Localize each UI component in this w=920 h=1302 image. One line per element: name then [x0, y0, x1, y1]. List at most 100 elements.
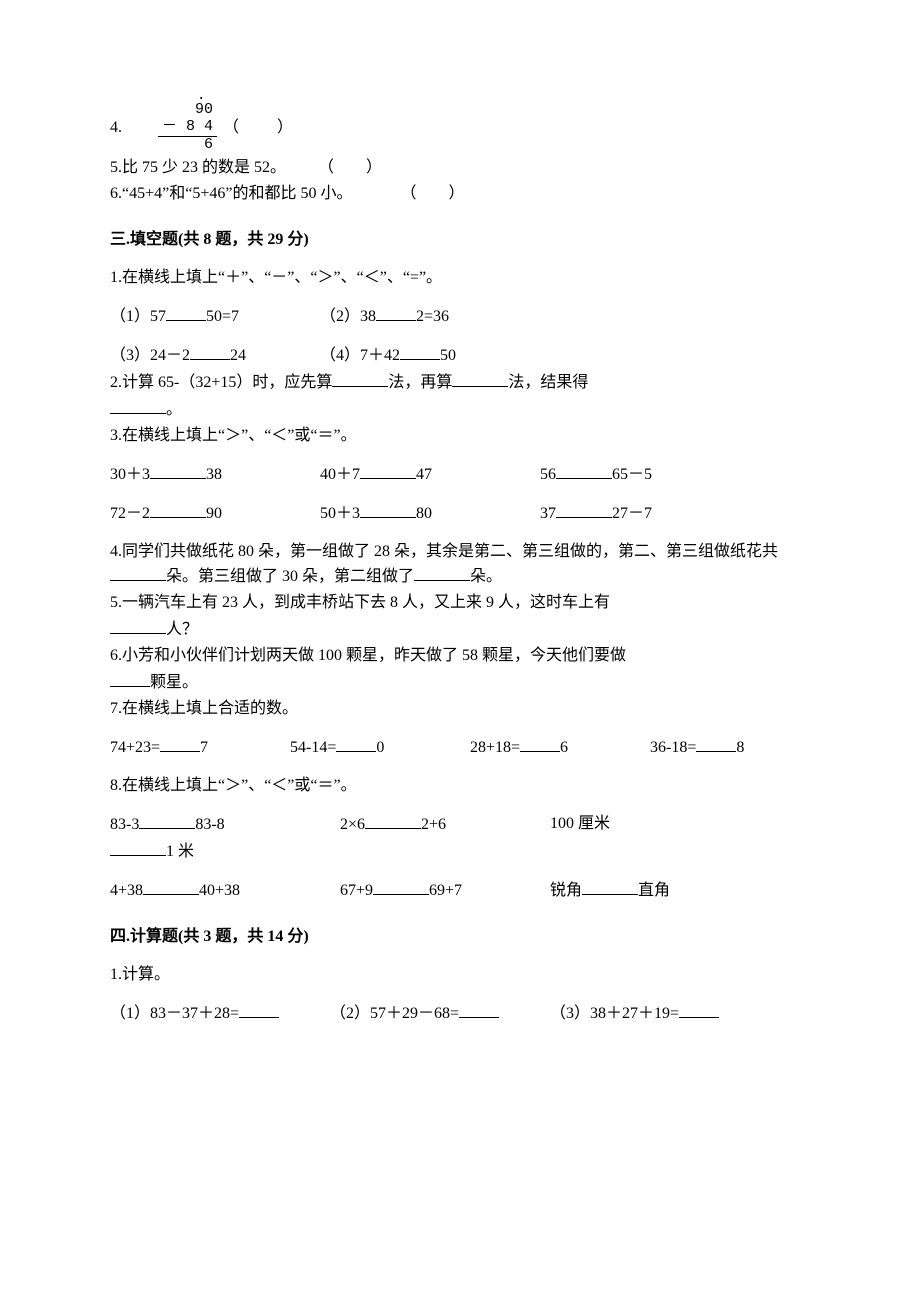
blank[interactable] [190, 343, 230, 360]
blank[interactable] [110, 670, 150, 687]
s3q2-tail: 。 [110, 397, 810, 422]
txt: 2×6 [340, 816, 365, 833]
blank[interactable] [150, 501, 206, 518]
blank[interactable] [400, 343, 440, 360]
blank[interactable] [160, 735, 200, 752]
txt: 54-14= [290, 739, 336, 756]
txt: 30＋3 [110, 466, 150, 483]
q4-paren[interactable]: （ ） [223, 116, 295, 140]
txt: 47 [416, 466, 432, 483]
blank[interactable] [110, 397, 166, 414]
q4-mid: － 8 4 [158, 119, 217, 138]
txt: 0 [376, 739, 384, 756]
s3q5-tail: 人？ [110, 617, 810, 642]
blank[interactable] [696, 735, 736, 752]
s3q4-a: 4.同学们共做纸花 80 朵，第一组做了 28 朵，其余是第二、第三组做的，第二… [110, 543, 778, 560]
s3q2-b: 法，再算 [388, 374, 452, 391]
blank[interactable] [376, 304, 416, 321]
judge-q6[interactable]: 6.“45+4”和“5+46”的和都比 50 小。 （ ） [110, 182, 810, 206]
s3q4-c: 朵。 [470, 568, 502, 585]
blank[interactable] [239, 1001, 279, 1018]
s3q1-1-left: （1）57 [110, 308, 166, 325]
blank[interactable] [143, 878, 199, 895]
s3q3-row1: 30＋3 38 40＋7 47 56 65－5 [110, 462, 810, 487]
q4-vertical-calc: 90 － 8 4 6 [158, 102, 217, 154]
section3-title: 三.填空题(共 8 题，共 29 分) [110, 228, 810, 252]
s3q7-row: 74+23=7 54-14=0 28+18=6 36-18=8 [110, 735, 810, 760]
s3q3: 3.在横线上填上“＞”、“＜”或“＝”。 [110, 424, 810, 448]
s3q5-a: 5.一辆汽车上有 23 人，到成丰桥站下去 8 人，又上来 9 人，这时车上有 [110, 594, 610, 611]
blank[interactable] [110, 839, 166, 856]
txt: 直角 [638, 882, 670, 899]
s4q1-row: （1）83－37＋28= （2）57＋29－68= （3）38＋27＋19= [110, 1001, 810, 1026]
txt: 80 [416, 505, 432, 522]
blank[interactable] [110, 617, 166, 634]
s4q1: 1.计算。 [110, 963, 810, 987]
s3q6-b: 颗星。 [150, 674, 198, 691]
s3q6-tail: 颗星。 [110, 670, 810, 695]
blank[interactable] [556, 501, 612, 518]
txt: 83-8 [195, 816, 224, 833]
s3q5: 5.一辆汽车上有 23 人，到成丰桥站下去 8 人，又上来 9 人，这时车上有 [110, 591, 810, 615]
blank[interactable] [556, 462, 612, 479]
s3q7: 7.在横线上填上合适的数。 [110, 697, 810, 721]
blank[interactable] [110, 564, 166, 581]
txt: 40＋7 [320, 466, 360, 483]
blank[interactable] [452, 370, 508, 387]
s3q1-3-left: （3）24－2 [110, 347, 190, 364]
blank[interactable] [139, 812, 195, 829]
s3q6-a: 6.小芳和小伙伴们计划两天做 100 颗星，昨天做了 58 颗星，今天他们要做 [110, 647, 626, 664]
txt: 1 米 [166, 843, 194, 860]
s3q1-row1: （1）5750=7 （2）382=36 [110, 304, 810, 329]
s3q4-b: 朵。第三组做了 30 朵，第二组做了 [166, 568, 414, 585]
s3q2-d: 。 [166, 401, 182, 418]
txt: 2+6 [421, 816, 446, 833]
txt: 6 [560, 739, 568, 756]
blank[interactable] [679, 1001, 719, 1018]
q4-bot: 6 [158, 137, 217, 154]
s3q1-2-right: 2=36 [416, 308, 449, 325]
txt: 27－7 [612, 505, 652, 522]
blank[interactable] [365, 812, 421, 829]
blank[interactable] [150, 462, 206, 479]
judge-q4: 4. 90 － 8 4 6 （ ） [110, 102, 810, 154]
s3q4: 4.同学们共做纸花 80 朵，第一组做了 28 朵，其余是第二、第三组做的，第二… [110, 540, 810, 589]
s3q8-row1-tail: 1 米 [110, 839, 810, 864]
txt: 67+9 [340, 882, 373, 899]
txt: 90 [206, 505, 222, 522]
txt: 74+23= [110, 739, 160, 756]
blank[interactable] [373, 878, 429, 895]
s3q8-row2: 4+38 40+38 67+9 69+7 锐角 直角 [110, 878, 810, 903]
blank[interactable] [582, 878, 638, 895]
txt: 65－5 [612, 466, 652, 483]
txt: 72－2 [110, 505, 150, 522]
txt: 56 [540, 466, 556, 483]
txt: 69+7 [429, 882, 462, 899]
blank[interactable] [520, 735, 560, 752]
s3q1: 1.在横线上填上“＋”、“－”、“＞”、“＜”、“=”。 [110, 266, 810, 290]
s3q6: 6.小芳和小伙伴们计划两天做 100 颗星，昨天做了 58 颗星，今天他们要做 [110, 644, 810, 668]
blank[interactable] [360, 462, 416, 479]
txt: 锐角 [550, 882, 582, 899]
blank[interactable] [336, 735, 376, 752]
s3q8: 8.在横线上填上“＞”、“＜”或“＝”。 [110, 774, 810, 798]
section4-title: 四.计算题(共 3 题，共 14 分) [110, 925, 810, 949]
s3q1-3-right: 24 [230, 347, 246, 364]
judge-q5[interactable]: 5.比 75 少 23 的数是 52。 （ ） [110, 156, 810, 180]
txt: 40+38 [199, 882, 240, 899]
txt: 83-3 [110, 816, 139, 833]
blank[interactable] [166, 304, 206, 321]
txt: 28+18= [470, 739, 520, 756]
s3q1-row2: （3）24－224 （4）7＋4250 [110, 343, 810, 368]
s3q5-b: 人？ [166, 621, 198, 638]
s3q2-c: 法，结果得 [508, 374, 588, 391]
blank[interactable] [332, 370, 388, 387]
blank[interactable] [459, 1001, 499, 1018]
txt: 38 [206, 466, 222, 483]
blank[interactable] [360, 501, 416, 518]
txt: 4+38 [110, 882, 143, 899]
blank[interactable] [414, 564, 470, 581]
txt: （3）38＋27＋19= [550, 1005, 679, 1022]
txt: 50＋3 [320, 505, 360, 522]
s3q1-4-left: （4）7＋42 [320, 347, 400, 364]
